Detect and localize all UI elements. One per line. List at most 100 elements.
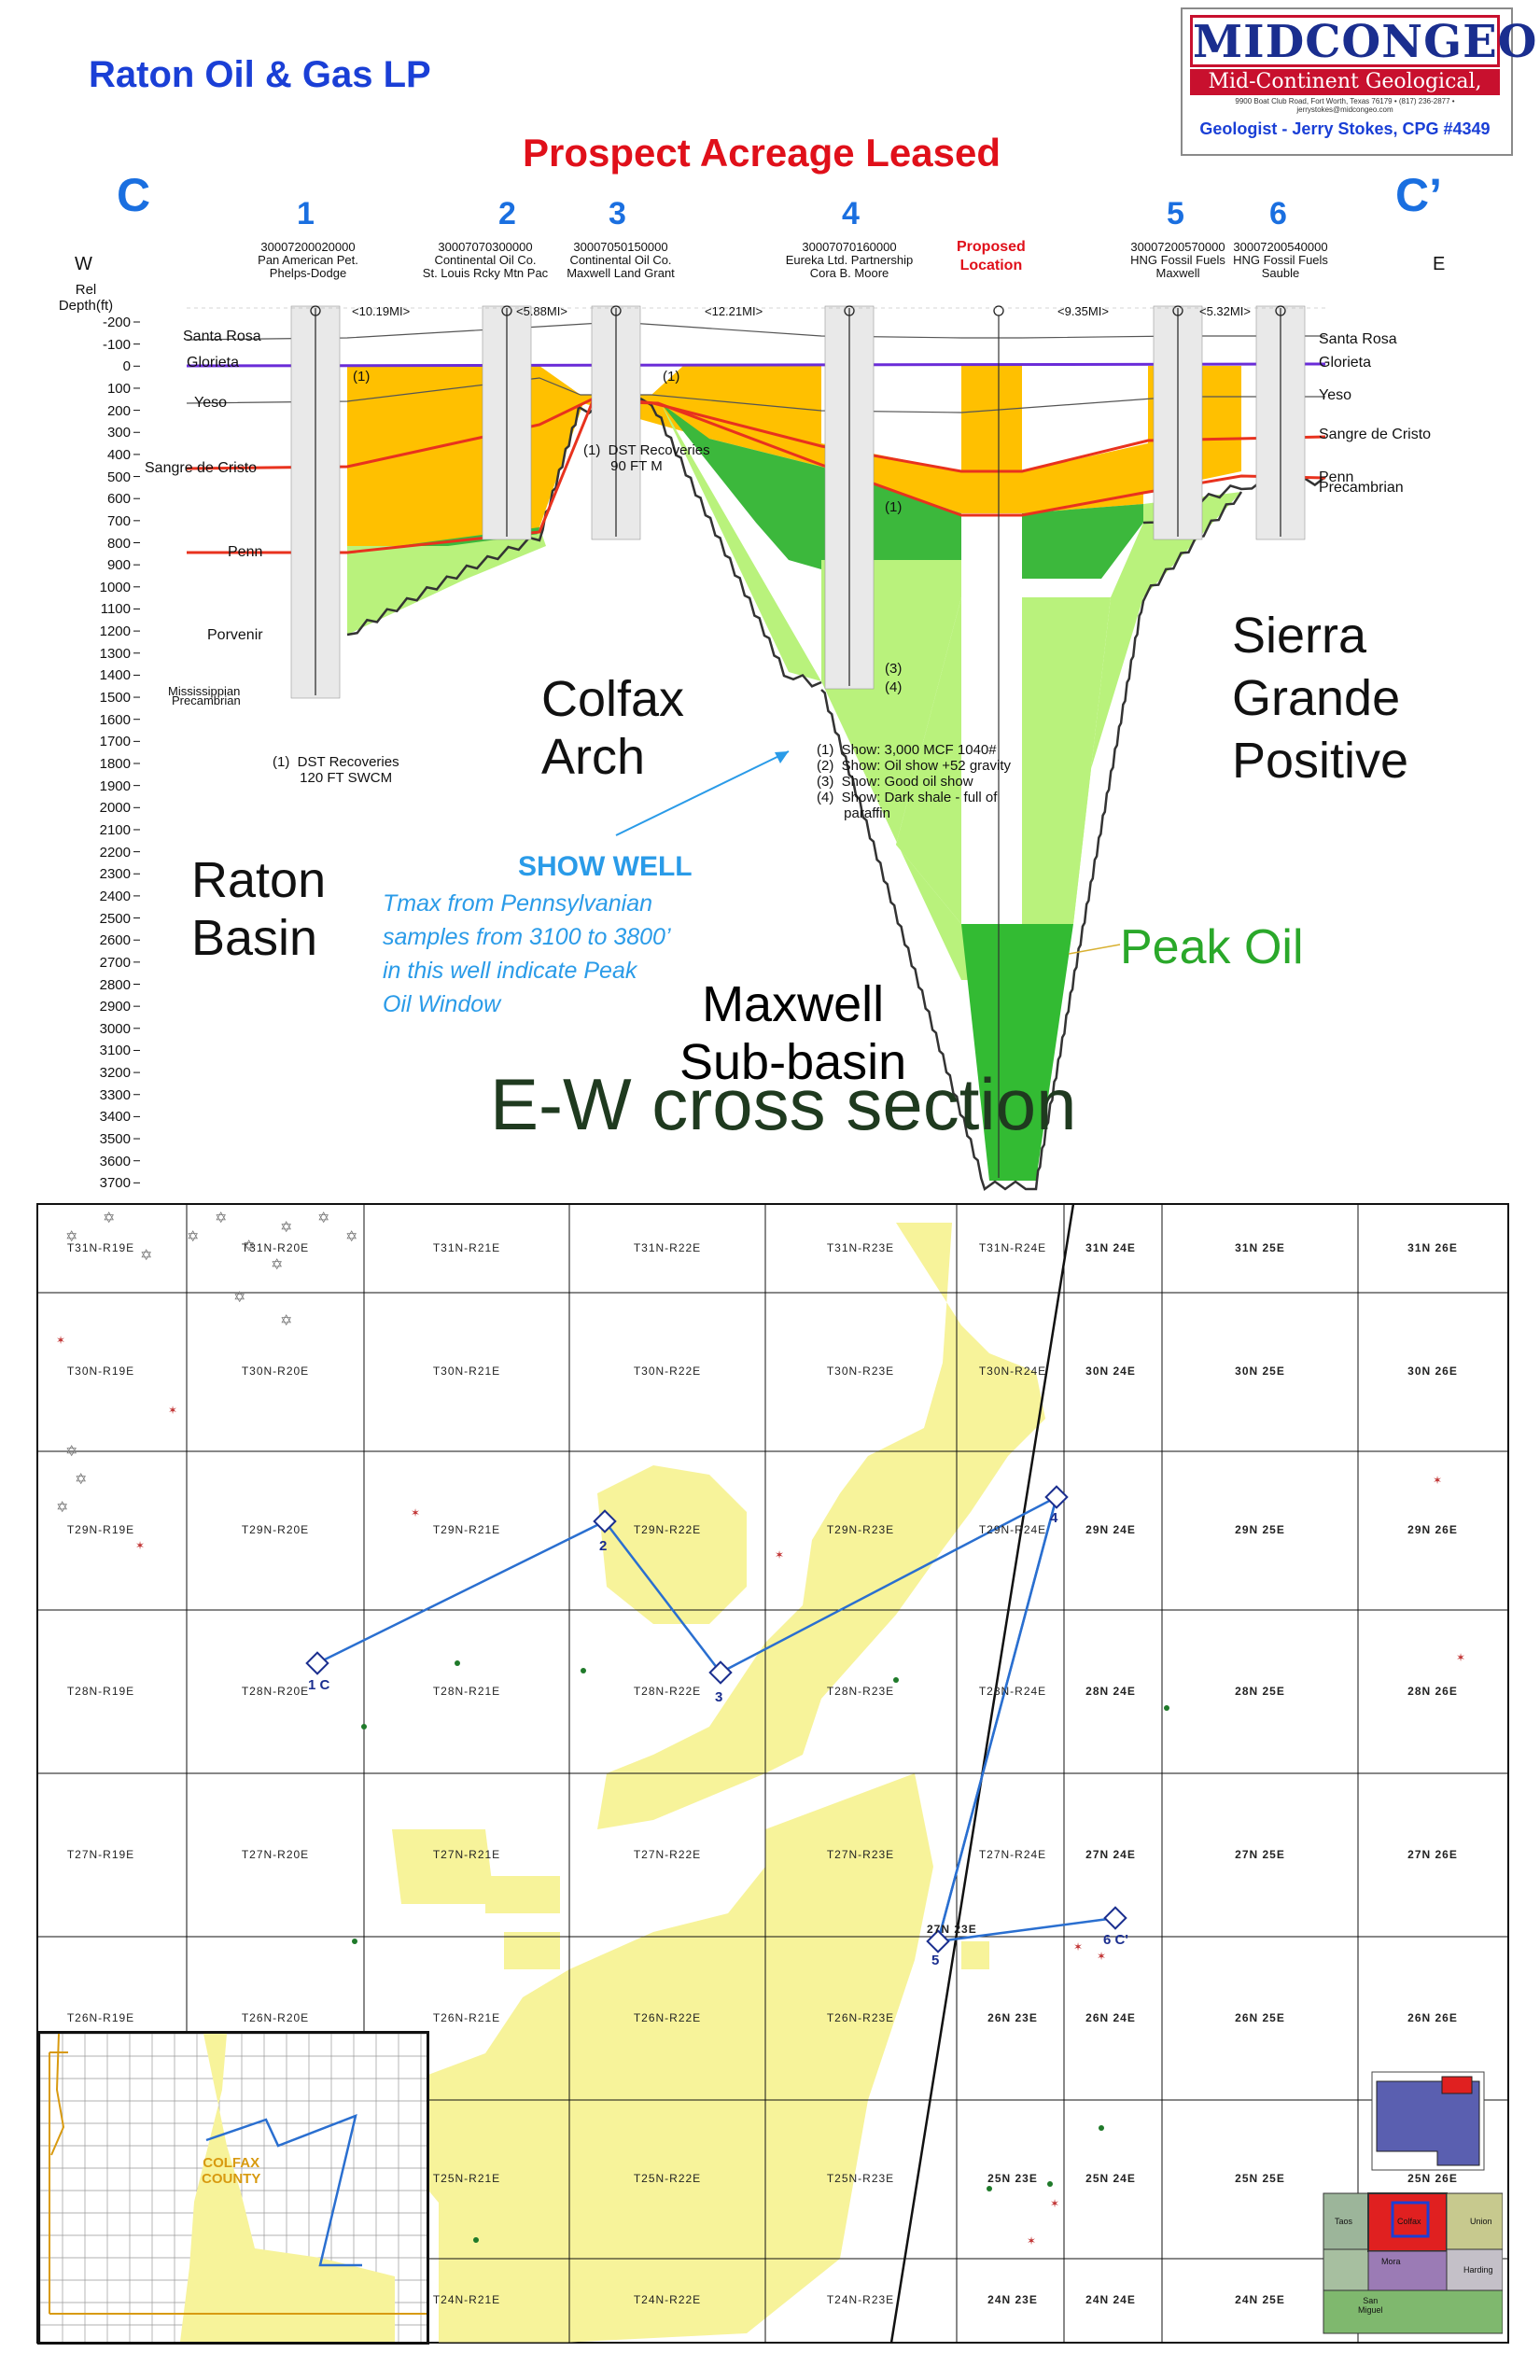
lease-acreage-6: [961, 1941, 989, 1969]
santa-rosa-line: [186, 321, 1325, 341]
township-1-3: T30N-R22E: [633, 1365, 702, 1378]
depth-label-300: 300: [106, 425, 131, 441]
depth-label--100: -100: [102, 336, 131, 353]
depth-label-2700: 2700: [99, 954, 131, 971]
formation-left-7: Precambrian: [172, 693, 241, 707]
maxwell-subbasin-label: Maxwell Sub-basin: [679, 976, 907, 1090]
map-well-label-6: 6 C': [1103, 1932, 1128, 1948]
map-red-symbol-3: ✶: [775, 1548, 784, 1561]
township-3-5: T28N-R24E: [978, 1684, 1047, 1698]
yeso-line: [186, 377, 1325, 413]
township-4-1: T27N-R20E: [241, 1847, 310, 1861]
formation-right-1: Glorieta: [1319, 355, 1372, 371]
map-red-symbol-10: ✶: [1027, 2234, 1036, 2247]
map-well-6: [1103, 1906, 1127, 1930]
depth-label-1700: 1700: [99, 734, 131, 750]
map-star-7: ✡: [317, 1209, 329, 1226]
township-6-4: T25N-R23E: [826, 2172, 895, 2185]
map-red-symbol-8: ✶: [1097, 1950, 1106, 1963]
map-well-3: [708, 1660, 733, 1685]
map-well-4: [1044, 1485, 1069, 1509]
township-1-1: T30N-R20E: [241, 1365, 310, 1378]
township-7-4: T24N-R23E: [826, 2293, 895, 2306]
township-4-5: T27N-R24E: [978, 1847, 1047, 1861]
township-5-5: 26N 23E: [987, 2010, 1038, 2024]
depth-label-200: 200: [106, 402, 131, 419]
direction-west: W: [75, 254, 92, 274]
township-2-0: T29N-R19E: [66, 1523, 135, 1536]
map-star-3: ✡: [187, 1227, 199, 1245]
township-3-3: T28N-R22E: [633, 1684, 702, 1698]
map-star-5: ✡: [243, 1237, 255, 1254]
township-1-8: 30N 26E: [1407, 1365, 1458, 1378]
well-symbol-3: [610, 305, 622, 316]
well-number-3: 3: [609, 196, 626, 231]
map-star-14: ✡: [56, 1498, 68, 1516]
formation-left-5: Porvenir: [207, 627, 263, 643]
depth-label-3200: 3200: [99, 1065, 131, 1082]
map-star-0: ✡: [65, 1227, 77, 1245]
township-5-8: 26N 26E: [1407, 2010, 1458, 2024]
township-0-3: T31N-R22E: [633, 1240, 702, 1254]
map-red-symbol-7: ✶: [1073, 1940, 1083, 1953]
show-well-arrow: [615, 750, 790, 836]
twp-27n-23e: 27N 23E: [927, 1923, 977, 1936]
map-star-2: ✡: [140, 1246, 152, 1264]
well-info-6: 30007200540000 HNG Fossil Fuels Sauble: [1233, 240, 1328, 280]
formation-left-1: Glorieta: [187, 355, 240, 371]
depth-label-2400: 2400: [99, 888, 131, 904]
well-number-6: 6: [1269, 196, 1287, 231]
glorieta-marker-1: (1): [353, 369, 371, 385]
depth-label-1400: 1400: [99, 667, 131, 684]
township-4-3: T27N-R22E: [633, 1847, 702, 1861]
well-number-5: 5: [1167, 196, 1184, 231]
logo-brand: MIDCONGEO: [1190, 15, 1537, 67]
depth-label-1900: 1900: [99, 777, 131, 794]
township-0-5: T31N-R24E: [978, 1240, 1047, 1254]
map-red-symbol-9: ✶: [1050, 2197, 1059, 2210]
map-well-label-4: 4: [1050, 1510, 1058, 1526]
township-0-8: 31N 26E: [1407, 1240, 1458, 1254]
county-label-1: Colfax: [1397, 2217, 1421, 2226]
township-1-4: T30N-R23E: [826, 1365, 895, 1378]
map-red-symbol-6: ✶: [1456, 1651, 1465, 1664]
depth-label-2000: 2000: [99, 800, 131, 817]
inset-map: [40, 2034, 427, 2342]
show-well-arrowhead: [775, 751, 789, 763]
map-well-5: [926, 1929, 950, 1953]
map-well-label-2: 2: [599, 1538, 608, 1554]
map-dot-8: [352, 1939, 357, 1944]
geologist-credit: Geologist - Jerry Stokes, CPG #4349: [1199, 119, 1491, 138]
township-1-2: T30N-R21E: [432, 1365, 501, 1378]
township-3-0: T28N-R19E: [66, 1684, 135, 1698]
map-dot-6: [473, 2237, 479, 2243]
township-7-6: 24N 24E: [1085, 2293, 1136, 2306]
map-star-8: ✡: [345, 1227, 357, 1245]
lease-acreage-4: [485, 1876, 560, 1913]
township-1-6: 30N 24E: [1085, 1365, 1136, 1378]
township-1-0: T30N-R19E: [66, 1365, 135, 1378]
formation-left-4: Penn: [228, 544, 263, 560]
midcongeo-logo: MIDCONGEO Mid-Continent Geological, Inc.…: [1181, 7, 1537, 156]
penn-east: [1022, 504, 1143, 579]
formation-right-3: Sangre de Cristo: [1319, 427, 1432, 442]
well-info-2: 30007070300000 Continental Oil Co. St. L…: [422, 240, 549, 280]
township-3-7: 28N 25E: [1235, 1684, 1285, 1698]
map-well-label-3: 3: [715, 1689, 723, 1705]
colfax-county-label: COLFAX COUNTY: [202, 2155, 261, 2187]
cross-section: [133, 305, 1326, 1192]
township-7-7: 24N 25E: [1235, 2293, 1285, 2306]
township-4-0: T27N-R19E: [66, 1847, 135, 1861]
township-7-3: T24N-R22E: [633, 2293, 702, 2306]
formation-left-0: Santa Rosa: [183, 329, 261, 344]
depth-label-100: 100: [106, 380, 131, 397]
township-3-2: T28N-R21E: [432, 1684, 501, 1698]
township-5-4: T26N-R23E: [826, 2010, 895, 2024]
map-well-1: [305, 1651, 329, 1675]
new-mexico-locator: [1323, 2071, 1503, 2334]
township-4-8: 27N 26E: [1407, 1847, 1458, 1861]
township-6-7: 25N 25E: [1235, 2172, 1285, 2185]
distance-4: <5.32MI>: [1199, 304, 1251, 318]
proposed-gap: [961, 597, 1022, 924]
show-marker-4: (4): [885, 679, 903, 695]
